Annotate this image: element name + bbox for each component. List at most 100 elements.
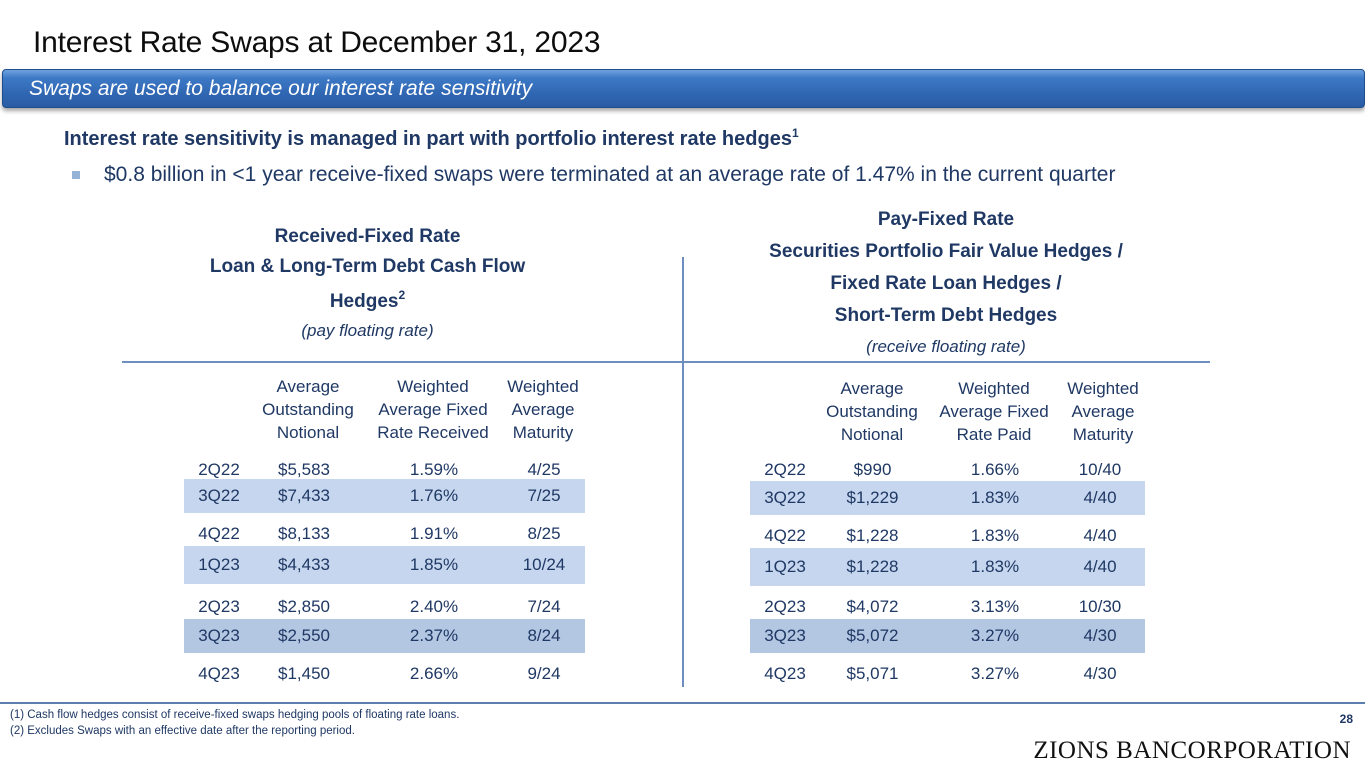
cell-notional: $1,229 (846, 488, 899, 507)
table-row: 3Q23 $2,550 2.37% 8/24 (184, 619, 585, 653)
page-title: Interest Rate Swaps at December 31, 2023 (33, 26, 601, 59)
right-heading-line3: Short-Term Debt Hedges (834, 305, 1058, 326)
footnote-ref-2: 2 (398, 288, 406, 302)
col-header-line: Rate Received (377, 423, 489, 442)
cell-maturity: 4/30 (1083, 626, 1117, 645)
cell-quarter: 2Q22 (198, 460, 240, 479)
cell-notional: $2,550 (278, 626, 330, 645)
cell-rate: 1.59% (409, 460, 459, 479)
cell-notional: $4,072 (846, 597, 899, 616)
page-number: 28 (1339, 712, 1353, 726)
cell-rate: 1.66% (970, 460, 1020, 479)
cell-rate: 1.76% (409, 486, 459, 505)
cell-rate: 1.85% (409, 555, 459, 574)
cell-maturity: 10/40 (1078, 460, 1122, 479)
col-header-line: Average (511, 400, 575, 419)
cell-notional: $990 (853, 460, 892, 479)
banner-text: Swaps are used to balance our interest r… (29, 77, 533, 100)
left-heading-title: Received-Fixed Rate (274, 226, 461, 247)
col-header-line: Notional (840, 425, 904, 444)
left-heading-line2: Hedges2 (190, 281, 545, 316)
bullet-item: $0.8 billion in <1 year receive-fixed sw… (72, 163, 1115, 187)
cell-quarter: 4Q23 (198, 664, 240, 683)
col-header-line: Rate Paid (956, 425, 1032, 444)
headline: Interest rate sensitivity is managed in … (64, 126, 799, 151)
cell-quarter: 2Q22 (764, 460, 806, 479)
col-header-line: Average (840, 379, 904, 398)
col-header-line: Outstanding (826, 402, 918, 421)
table-row: 3Q23 $5,072 3.27% 4/30 (750, 619, 1145, 653)
cell-maturity: 4/40 (1083, 526, 1117, 545)
col-header-line: Outstanding (262, 400, 354, 419)
table-row: 2Q22 $5,583 1.59% 4/25 (184, 453, 585, 487)
cell-notional: $2,850 (278, 597, 330, 616)
right-col-header-rate: Weighted Average Fixed Rate Paid (932, 377, 1056, 446)
cell-rate: 3.13% (970, 597, 1020, 616)
table-row: 4Q23 $5,071 3.27% 4/30 (750, 657, 1145, 691)
right-panel-heading: Pay-Fixed Rate Securities Portfolio Fair… (740, 204, 1152, 362)
left-col-header-maturity: Weighted Average Maturity (500, 375, 586, 444)
col-header-line: Notional (276, 423, 340, 442)
table-row: 3Q22 $7,433 1.76% 7/25 (184, 479, 585, 513)
cell-rate: 2.37% (409, 626, 459, 645)
table-row: 4Q23 $1,450 2.66% 9/24 (184, 657, 585, 691)
cell-maturity: 9/24 (527, 664, 561, 683)
cell-notional: $4,433 (278, 555, 330, 574)
left-panel-heading: Received-Fixed Rate Loan & Long-Term Deb… (190, 221, 545, 346)
cell-maturity: 4/25 (527, 460, 561, 479)
cell-notional: $5,071 (846, 664, 899, 683)
table-row: 2Q23 $4,072 3.13% 10/30 (750, 590, 1145, 624)
col-header-line: Weighted (397, 377, 469, 396)
footer-divider (0, 702, 1365, 704)
table-row: 1Q23 $1,228 1.83% 4/40 (750, 548, 1145, 586)
right-heading-line1: Securities Portfolio Fair Value Hedges / (769, 241, 1123, 262)
left-col-header-rate: Weighted Average Fixed Rate Received (370, 375, 496, 444)
right-col-header-notional: Average Outstanding Notional (816, 377, 928, 446)
col-header-line: Maturity (512, 423, 574, 442)
table-row: 3Q22 $1,229 1.83% 4/40 (750, 481, 1145, 515)
table-row: 2Q23 $2,850 2.40% 7/24 (184, 590, 585, 624)
cell-notional: $8,133 (278, 524, 330, 543)
table-row: 1Q23 $4,433 1.85% 10/24 (184, 546, 585, 584)
cell-notional: $7,433 (278, 486, 330, 505)
cell-maturity: 7/25 (527, 486, 561, 505)
left-heading-hedges: Hedges (329, 291, 399, 312)
cell-rate: 2.66% (409, 664, 459, 683)
cell-quarter: 3Q22 (198, 486, 240, 505)
cell-rate: 3.27% (970, 664, 1020, 683)
headline-text: Interest rate sensitivity is managed in … (64, 128, 792, 150)
col-header-line: Weighted (958, 379, 1030, 398)
right-heading-note: (receive floating rate) (866, 337, 1026, 356)
subtitle-banner: Swaps are used to balance our interest r… (2, 69, 1365, 108)
cell-quarter: 3Q22 (764, 488, 806, 507)
header-divider (122, 361, 1210, 363)
cell-notional: $5,583 (278, 460, 330, 479)
col-header-line: Maturity (1072, 425, 1134, 444)
cell-maturity: 4/40 (1083, 557, 1117, 576)
left-heading-note: (pay floating rate) (301, 321, 434, 340)
cell-maturity: 8/25 (527, 524, 561, 543)
cell-notional: $5,072 (846, 626, 899, 645)
cell-rate: 1.83% (970, 526, 1020, 545)
cell-quarter: 1Q23 (764, 557, 806, 576)
table-row: 2Q22 $990 1.66% 10/40 (750, 453, 1145, 487)
cell-maturity: 4/40 (1083, 488, 1117, 507)
cell-quarter: 3Q23 (198, 626, 240, 645)
cell-quarter: 1Q23 (198, 555, 240, 574)
company-logo: ZIONS BANCORPORATION (1033, 737, 1351, 764)
cell-notional: $1,228 (846, 557, 899, 576)
cell-quarter: 4Q22 (198, 524, 240, 543)
cell-notional: $1,228 (846, 526, 899, 545)
cell-rate: 1.91% (409, 524, 459, 543)
panel-divider (682, 257, 684, 687)
right-heading-line2: Fixed Rate Loan Hedges / (830, 273, 1062, 294)
cell-maturity: 4/30 (1083, 664, 1117, 683)
col-header-line: Average (1071, 402, 1135, 421)
cell-rate: 1.83% (970, 488, 1020, 507)
right-col-header-maturity: Weighted Average Maturity (1060, 377, 1146, 446)
footnote-2: (2) Excludes Swaps with an effective dat… (10, 725, 355, 737)
left-heading-line1: Loan & Long-Term Debt Cash Flow (209, 256, 526, 277)
square-bullet-icon (72, 171, 80, 179)
col-header-line: Weighted (1067, 379, 1139, 398)
table-row: 4Q22 $1,228 1.83% 4/40 (750, 519, 1145, 553)
